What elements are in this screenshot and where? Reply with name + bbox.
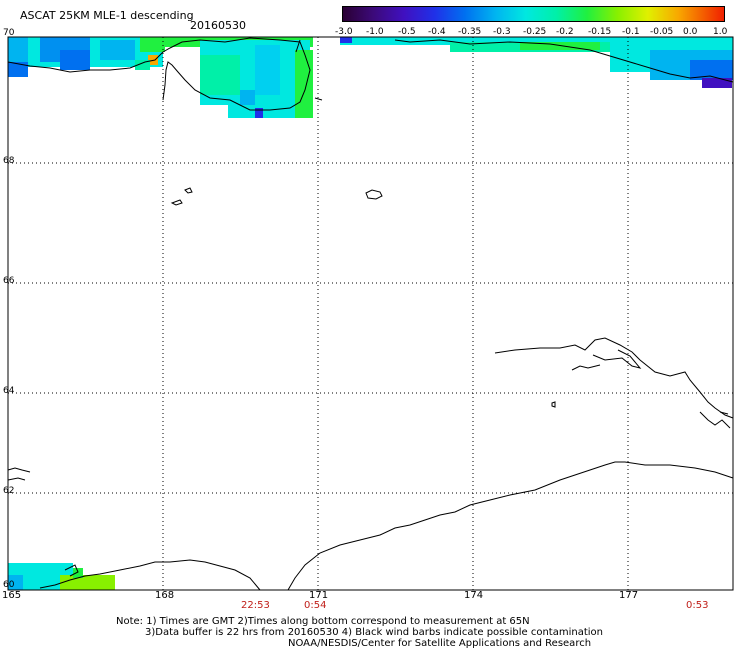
coastlines xyxy=(7,37,734,591)
swath-northwest xyxy=(8,37,165,77)
lon-label: 171 xyxy=(309,590,329,601)
footnote-line-1: Note: 1) Times are GMT 2)Times along bot… xyxy=(116,616,530,627)
colorbar-label: -0.2 xyxy=(556,27,574,37)
swath-northeast xyxy=(340,37,733,88)
credit-line: NOAA/NESDIS/Center for Satellite Applica… xyxy=(288,638,592,649)
pass-time: 0:54 xyxy=(304,600,327,611)
lon-label: 174 xyxy=(464,590,484,601)
colorbar-label: -0.05 xyxy=(650,27,674,37)
colorbar-label: -0.4 xyxy=(428,27,446,37)
graticule xyxy=(8,37,733,590)
lon-label: 168 xyxy=(155,590,175,601)
lat-label: 62 xyxy=(3,486,15,496)
lat-label: 70 xyxy=(3,28,15,38)
colorbar-label: -0.25 xyxy=(523,27,547,37)
lat-label: 66 xyxy=(3,276,15,286)
colorbar-label: 1.0 xyxy=(713,27,728,37)
colorbar-label: -3.0 xyxy=(335,27,353,37)
lat-label: 64 xyxy=(3,386,15,396)
colorbar-label: -0.1 xyxy=(622,27,640,37)
colorbar-label: -0.35 xyxy=(458,27,482,37)
colorbar-label: 0.0 xyxy=(683,27,698,37)
product-date: 20160530 xyxy=(190,19,246,32)
colorbar-label: -0.5 xyxy=(398,27,416,37)
swath-north-central xyxy=(163,37,313,118)
pass-time: 22:53 xyxy=(241,600,270,611)
colorbar-label: -0.3 xyxy=(493,27,511,37)
lat-label: 68 xyxy=(3,156,15,166)
pass-time: 0:53 xyxy=(686,600,709,611)
lon-label: 165 xyxy=(2,590,22,601)
footnote-line-2: 3)Data buffer is 22 hrs from 20160530 4)… xyxy=(145,627,603,638)
colorbar-label: -0.15 xyxy=(588,27,612,37)
colorbar xyxy=(342,6,725,22)
lat-label: 60 xyxy=(3,580,15,590)
swath-southwest xyxy=(8,563,115,590)
plot-frame xyxy=(7,36,734,591)
lon-label: 177 xyxy=(619,590,639,601)
product-title: ASCAT 25KM MLE-1 descending xyxy=(20,9,194,22)
colorbar-label: -1.0 xyxy=(366,27,384,37)
